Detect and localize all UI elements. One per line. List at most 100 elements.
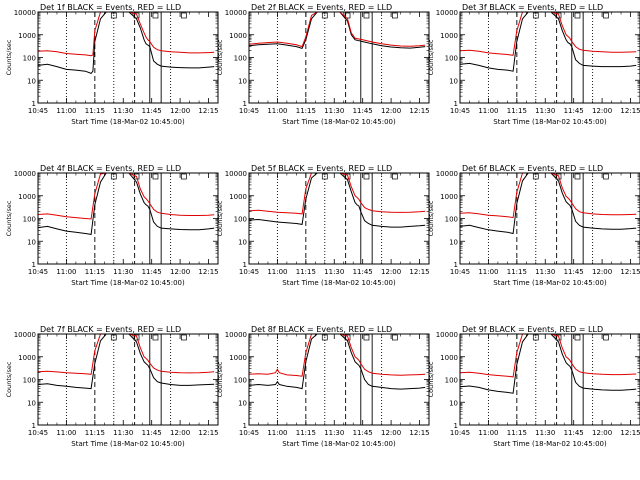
x-tick-label: 12:15: [409, 107, 429, 115]
y-axis-label: Counts/sec: [5, 200, 13, 236]
y-tick-label: 100: [23, 55, 36, 63]
x-tick-label: 11:30: [113, 107, 133, 115]
y-tick-label: 10000: [225, 331, 247, 339]
y-tick-label: 10: [27, 77, 36, 85]
y-tick-label: 10000: [14, 331, 36, 339]
y-tick-label: 100: [23, 216, 36, 224]
panel-title: Det 9f BLACK = Events, RED = LLD: [462, 325, 603, 334]
interval-marker-glyph: [321, 12, 328, 19]
x-tick-label: 11:30: [324, 268, 344, 276]
x-axis-label: Start Time (18-Mar-02 10:45:00): [493, 118, 607, 126]
y-tick-label: 100: [234, 55, 247, 63]
x-tick-label: 11:00: [56, 268, 76, 276]
y-tick-label: 1: [243, 100, 247, 108]
panel-title: Det 3f BLACK = Events, RED = LLD: [462, 3, 603, 12]
y-tick-label: 10: [27, 238, 36, 246]
y-tick-label: 1000: [440, 32, 458, 40]
interval-marker-glyph: [574, 173, 581, 180]
y-tick-label: 1000: [229, 193, 247, 201]
y-tick-label: 10: [27, 399, 36, 407]
y-tick-label: 10: [449, 77, 458, 85]
series-line-events: [38, 334, 215, 390]
y-tick-label: 10000: [14, 9, 36, 17]
panel-det-8f: Det 8f BLACK = Events, RED = LLD Counts/s…: [216, 325, 430, 448]
x-tick-label: 12:00: [170, 268, 190, 276]
interval-marker-glyph: [392, 173, 398, 180]
x-tick-label: 11:45: [353, 429, 373, 437]
x-tick-label: 10:45: [28, 429, 48, 437]
series-line-lld: [460, 12, 637, 56]
x-tick-label: 10:45: [239, 268, 259, 276]
y-tick-label: 10000: [436, 331, 458, 339]
y-tick-label: 100: [445, 55, 458, 63]
interval-marker-glyph: [603, 173, 609, 180]
interval-marker-glyph: [344, 12, 351, 19]
plot-frame: [459, 333, 640, 426]
y-tick-label: 10: [238, 399, 247, 407]
plot-frame: [37, 172, 219, 265]
interval-marker-glyph: [344, 173, 351, 180]
y-tick-label: 10: [449, 399, 458, 407]
interval-marker-glyph: [181, 173, 187, 180]
series-line-lld: [249, 12, 426, 48]
y-tick-label: 10000: [225, 9, 247, 17]
x-axis-label: Start Time (18-Mar-02 10:45:00): [71, 279, 185, 287]
x-tick-label: 10:45: [239, 107, 259, 115]
interval-marker-glyph: [110, 12, 117, 19]
panel-title: Det 5f BLACK = Events, RED = LLD: [251, 164, 392, 173]
interval-marker-glyph: [133, 173, 140, 180]
x-tick-label: 12:15: [620, 268, 640, 276]
series-line-lld: [249, 334, 426, 377]
plot-frame: [248, 172, 430, 265]
x-tick-label: 12:15: [409, 268, 429, 276]
x-tick-label: 12:15: [198, 429, 218, 437]
interval-marker-glyph: [152, 173, 159, 180]
y-tick-label: 1: [32, 100, 36, 108]
x-tick-label: 11:45: [142, 429, 162, 437]
y-axis-label: Counts/sec: [216, 39, 224, 75]
interval-marker-glyph: [555, 173, 562, 180]
panel-det-6f: Det 6f BLACK = Events, RED = LLD Counts/s…: [427, 164, 640, 287]
series-line-lld: [460, 173, 637, 219]
y-tick-label: 100: [234, 377, 247, 385]
panel-det-5f: Det 5f BLACK = Events, RED = LLD Counts/s…: [216, 164, 430, 287]
panel-det-3f: Det 3f BLACK = Events, RED = LLD Counts/s…: [427, 3, 640, 126]
plot-frame: [248, 11, 430, 104]
y-axis-label: Counts/sec: [5, 39, 13, 75]
x-tick-label: 11:00: [56, 107, 76, 115]
interval-marker-glyph: [392, 334, 398, 341]
x-tick-label: 11:15: [85, 268, 105, 276]
y-tick-label: 10000: [225, 170, 247, 178]
y-tick-label: 1: [243, 261, 247, 269]
x-tick-label: 11:45: [353, 107, 373, 115]
y-tick-label: 10000: [436, 170, 458, 178]
y-tick-label: 1000: [440, 354, 458, 362]
series-line-events: [249, 12, 426, 50]
x-tick-label: 11:30: [324, 429, 344, 437]
series-line-lld: [460, 334, 637, 378]
x-tick-label: 11:30: [535, 268, 555, 276]
interval-marker-glyph: [363, 12, 370, 19]
panel-det-4f: Det 4f BLACK = Events, RED = LLD Counts/s…: [5, 164, 219, 287]
series-line-events: [38, 12, 215, 74]
y-axis-label: Counts/sec: [427, 200, 435, 236]
y-tick-label: 1000: [18, 354, 36, 362]
interval-marker-glyph: [321, 334, 328, 341]
y-tick-label: 10: [449, 238, 458, 246]
y-tick-label: 1000: [440, 193, 458, 201]
x-tick-label: 11:45: [564, 268, 584, 276]
series-line-lld: [38, 334, 215, 375]
x-tick-label: 11:00: [478, 268, 498, 276]
panel-title: Det 8f BLACK = Events, RED = LLD: [251, 325, 392, 334]
panel-title: Det 1f BLACK = Events, RED = LLD: [40, 3, 181, 12]
x-tick-label: 12:00: [381, 107, 401, 115]
interval-marker-glyph: [392, 12, 398, 19]
panel-det-2f: Det 2f BLACK = Events, RED = LLD Counts/s…: [216, 3, 430, 126]
interval-marker-glyph: [603, 12, 609, 19]
series-line-events: [460, 173, 637, 235]
y-axis-label: Counts/sec: [216, 361, 224, 397]
y-tick-label: 1: [243, 422, 247, 430]
x-axis-label: Start Time (18-Mar-02 10:45:00): [493, 279, 607, 287]
y-tick-label: 1: [454, 100, 458, 108]
y-tick-label: 10000: [14, 170, 36, 178]
